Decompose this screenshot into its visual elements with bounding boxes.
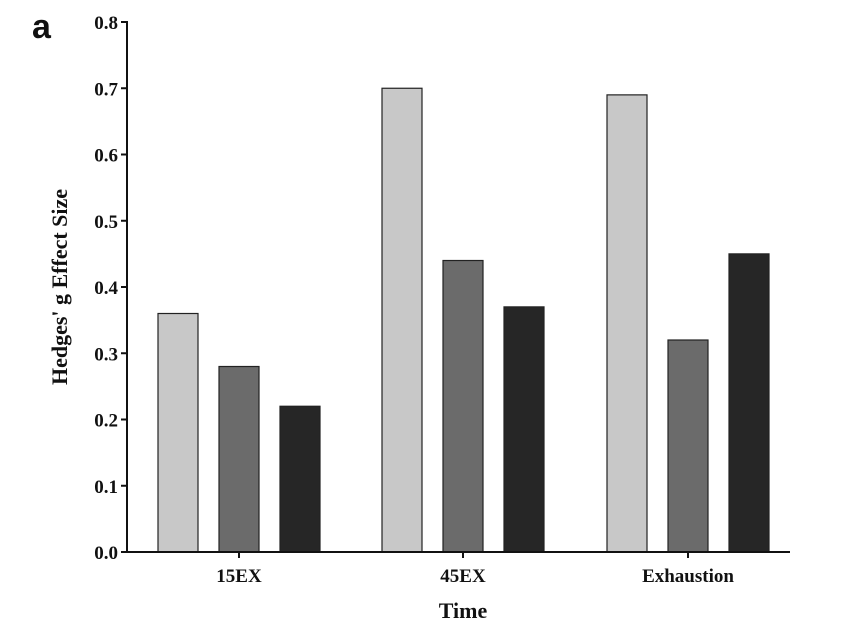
- bar-45ex-series-1: [381, 87, 423, 553]
- bar-exhaustion-series-3: [728, 253, 770, 553]
- x-axis-label: Time: [439, 598, 488, 623]
- y-tick-label: 0.0: [94, 543, 118, 564]
- y-tick-label: 0.5: [94, 212, 118, 233]
- y-tick-label: 0.2: [94, 411, 118, 432]
- y-tick-label: 0.4: [94, 278, 118, 299]
- bar-15ex-series-1: [157, 312, 199, 553]
- bar-45ex-series-3: [503, 306, 545, 553]
- x-tick-label: 45EX: [440, 566, 486, 587]
- bar-15ex-series-2: [218, 365, 260, 553]
- y-tick-label: 0.3: [94, 344, 118, 365]
- x-tick-label: Exhaustion: [642, 566, 734, 587]
- panel-label: a: [32, 8, 52, 46]
- bar-exhaustion-series-2: [667, 339, 709, 553]
- y-tick-label: 0.1: [94, 477, 118, 498]
- y-tick-label: 0.6: [94, 146, 118, 167]
- y-axis-label: Hedges' g Effect Size: [47, 189, 72, 385]
- bar-exhaustion-series-1: [606, 94, 648, 553]
- y-tick-label: 0.7: [94, 79, 118, 100]
- x-tick-label: 15EX: [216, 566, 262, 587]
- bar-45ex-series-2: [442, 259, 484, 553]
- bar-15ex-series-3: [279, 405, 321, 553]
- y-tick-label: 0.8: [94, 13, 118, 34]
